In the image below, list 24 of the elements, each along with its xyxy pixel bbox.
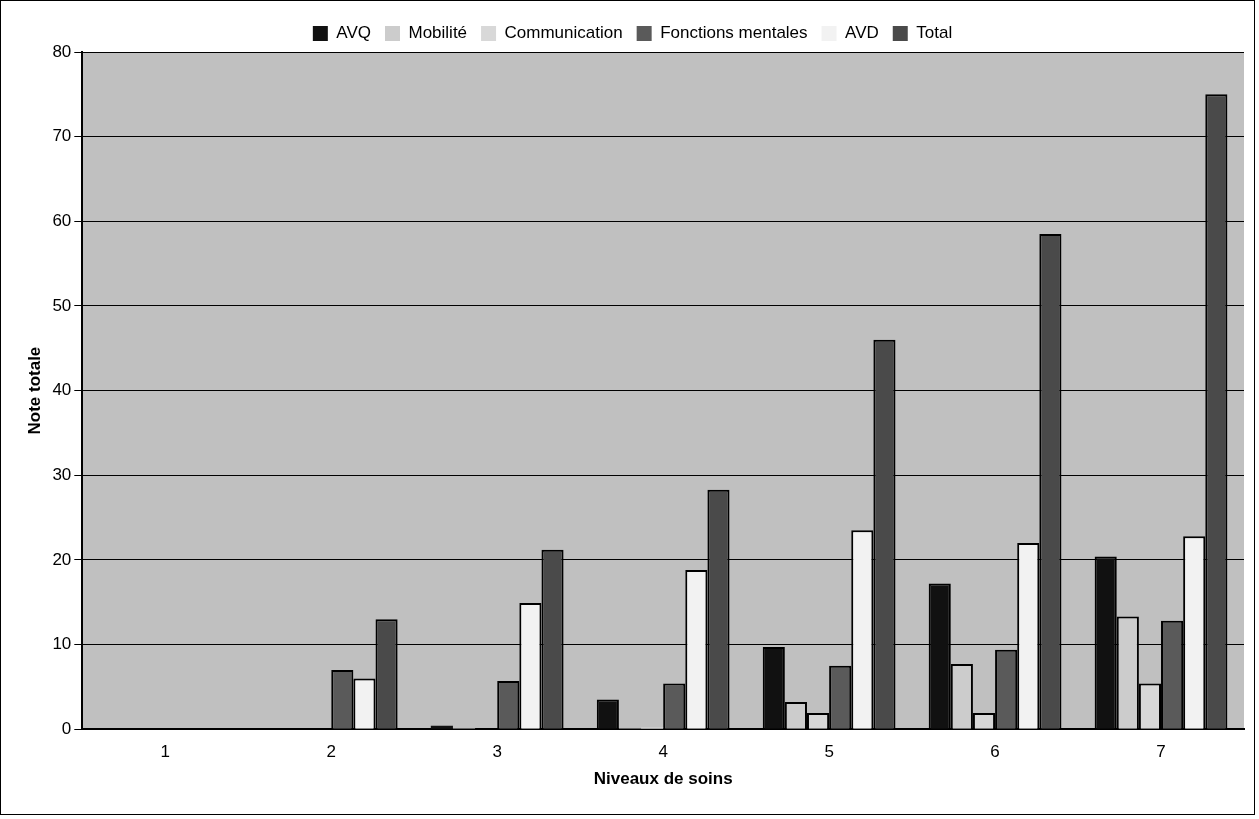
x-tick-label: 1: [160, 742, 171, 762]
legend-label: Total: [916, 23, 953, 43]
y-tick-label: 30: [52, 464, 72, 484]
y-tick-label: 50: [52, 295, 72, 315]
legend-label: AVD: [845, 23, 879, 43]
x-axis-title: Niveaux de soins: [593, 769, 733, 789]
x-tick-label: 6: [990, 742, 1000, 762]
x-tick-label: 5: [824, 742, 834, 762]
y-tick-label: 80: [52, 41, 72, 61]
y-axis-title: Note totale: [24, 346, 44, 435]
y-tick-label: 10: [52, 634, 72, 654]
y-tick-label: 40: [52, 380, 72, 400]
y-tick-label: 70: [52, 126, 72, 146]
legend-label: AVQ: [336, 23, 371, 43]
x-tick-label: 4: [658, 742, 668, 762]
legend-label: Communication: [504, 23, 623, 43]
legend-label: Fonctions mentales: [660, 23, 808, 43]
x-tick-label: 3: [492, 742, 502, 762]
x-tick-label: 2: [326, 742, 336, 762]
legend-label: Mobilité: [408, 23, 468, 43]
y-tick-label: 0: [61, 718, 72, 738]
y-tick-label: 20: [52, 549, 72, 569]
y-tick-label: 60: [52, 210, 72, 230]
x-tick-label: 7: [1156, 742, 1166, 762]
